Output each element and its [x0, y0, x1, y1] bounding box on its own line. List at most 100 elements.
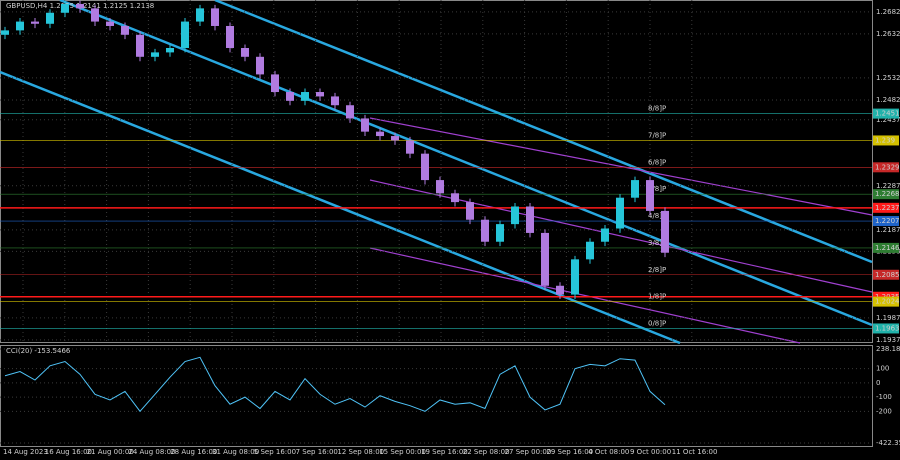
- candle-body: [316, 92, 324, 97]
- x-tick-label: 24 Aug 08:00: [128, 448, 175, 456]
- candle-body: [421, 153, 429, 181]
- level-price: 1.2085: [875, 271, 900, 279]
- indicator-tick-label: 100: [876, 365, 889, 373]
- candle-body: [646, 180, 654, 211]
- channel-upper: [214, 0, 873, 264]
- indicator-frame: [0, 345, 873, 447]
- candle-body: [451, 193, 459, 203]
- murray-label: 3/8]P: [648, 239, 666, 247]
- candle-body: [151, 52, 159, 57]
- level-box: [873, 202, 899, 213]
- murray-label: 1/8]P: [648, 293, 666, 301]
- level-price: 1.2268: [875, 190, 900, 198]
- murray-label: 0/8]P: [648, 319, 666, 327]
- candle-body: [106, 21, 114, 26]
- indicator-tick-label: -100: [876, 393, 892, 401]
- candle-body: [376, 131, 384, 137]
- indicator-tick-label: 238.185: [876, 345, 900, 353]
- candle-body: [586, 241, 594, 260]
- indicator-name: CCI(20) -153.5466: [6, 347, 71, 355]
- candle-body: [16, 21, 24, 31]
- level-price: 1.1963: [875, 324, 900, 332]
- candle-body: [76, 3, 84, 9]
- candle-body: [31, 21, 39, 24]
- candle-body: [526, 206, 534, 233]
- y-tick-label: 1.2187: [876, 226, 900, 234]
- x-tick-label: 12 Sep 08:00: [337, 448, 384, 456]
- level-price: 1.239: [875, 136, 895, 144]
- candle-body: [211, 8, 219, 26]
- candle-body: [511, 206, 519, 225]
- candle-body: [406, 140, 414, 154]
- level-box: [873, 242, 899, 253]
- candle-body: [631, 180, 639, 198]
- candle-body: [661, 210, 669, 253]
- channel-middle: [59, 0, 873, 327]
- x-tick-label: 9 Oct 00:00: [630, 448, 671, 456]
- candle-body: [331, 96, 339, 106]
- indicator-tick-label: 0: [876, 379, 880, 387]
- level-price: 1.2329: [875, 163, 900, 171]
- murray-label: 7/8]P: [648, 131, 666, 139]
- candle-body: [481, 219, 489, 242]
- candle-body: [166, 47, 174, 53]
- murray-label: 5/8]P: [648, 185, 666, 193]
- candle-body: [301, 92, 309, 101]
- level-price: 1.2146: [875, 244, 900, 252]
- candle-body: [121, 25, 129, 35]
- x-tick-label: 19 Sep 16:00: [421, 448, 468, 456]
- y-tick-label: 1.1987: [876, 314, 900, 322]
- candle-body: [571, 259, 579, 295]
- candle-body: [346, 105, 354, 119]
- x-tick-label: 31 Aug 08:00: [212, 448, 259, 456]
- candle-body: [601, 228, 609, 242]
- indicator-tick-label: -422.356: [876, 439, 900, 447]
- level-price: 1.2451: [875, 110, 900, 118]
- x-tick-label: 16 Aug 16:00: [45, 448, 92, 456]
- violet-line: [369, 117, 873, 216]
- murray-label: 2/8]P: [648, 266, 666, 274]
- x-tick-label: 4 Oct 08:00: [588, 448, 629, 456]
- violet-line: [369, 247, 801, 344]
- y-tick-label: 1.2482: [876, 96, 900, 104]
- level-box: [873, 296, 899, 307]
- candle-body: [286, 92, 294, 101]
- candle-body: [271, 74, 279, 93]
- candle-body: [91, 8, 99, 22]
- candle-body: [181, 21, 189, 48]
- level-price: 1.2024: [875, 298, 900, 306]
- y-tick-label: 1.1937: [876, 336, 900, 344]
- y-tick-label: 1.2682: [876, 8, 900, 16]
- candle-body: [1, 30, 9, 35]
- candle-body: [361, 118, 369, 132]
- candle-body: [436, 180, 444, 194]
- candle-body: [541, 232, 549, 286]
- x-tick-label: 5 Sep 16:00: [254, 448, 296, 456]
- level-box: [873, 135, 899, 146]
- main-frame: [0, 0, 873, 343]
- candle-body: [136, 34, 144, 57]
- y-tick-label: 1.2632: [876, 30, 900, 38]
- candle-body: [391, 136, 399, 141]
- x-tick-label: 29 Sep 16:00: [546, 448, 593, 456]
- candle-body: [466, 202, 474, 220]
- candle-body: [226, 25, 234, 48]
- x-tick-label: 27 Sep 00:00: [505, 448, 552, 456]
- murray-label: 6/8]P: [648, 158, 666, 166]
- indicator-line: [4, 356, 666, 413]
- y-tick-label: 1.2437: [876, 116, 900, 124]
- murray-label: 4/8]P: [648, 212, 666, 220]
- candle-body: [241, 47, 249, 57]
- level-price: 1.2237: [875, 204, 900, 212]
- x-tick-label: 11 Oct 16:00: [672, 448, 718, 456]
- candle-body: [256, 56, 264, 75]
- candle-body: [46, 12, 54, 24]
- level-box: [873, 216, 899, 227]
- x-tick-label: 28 Aug 16:00: [170, 448, 217, 456]
- level-box: [873, 323, 899, 334]
- y-tick-label: 1.2287: [876, 182, 900, 190]
- level-box: [873, 108, 899, 119]
- level-box: [873, 269, 899, 280]
